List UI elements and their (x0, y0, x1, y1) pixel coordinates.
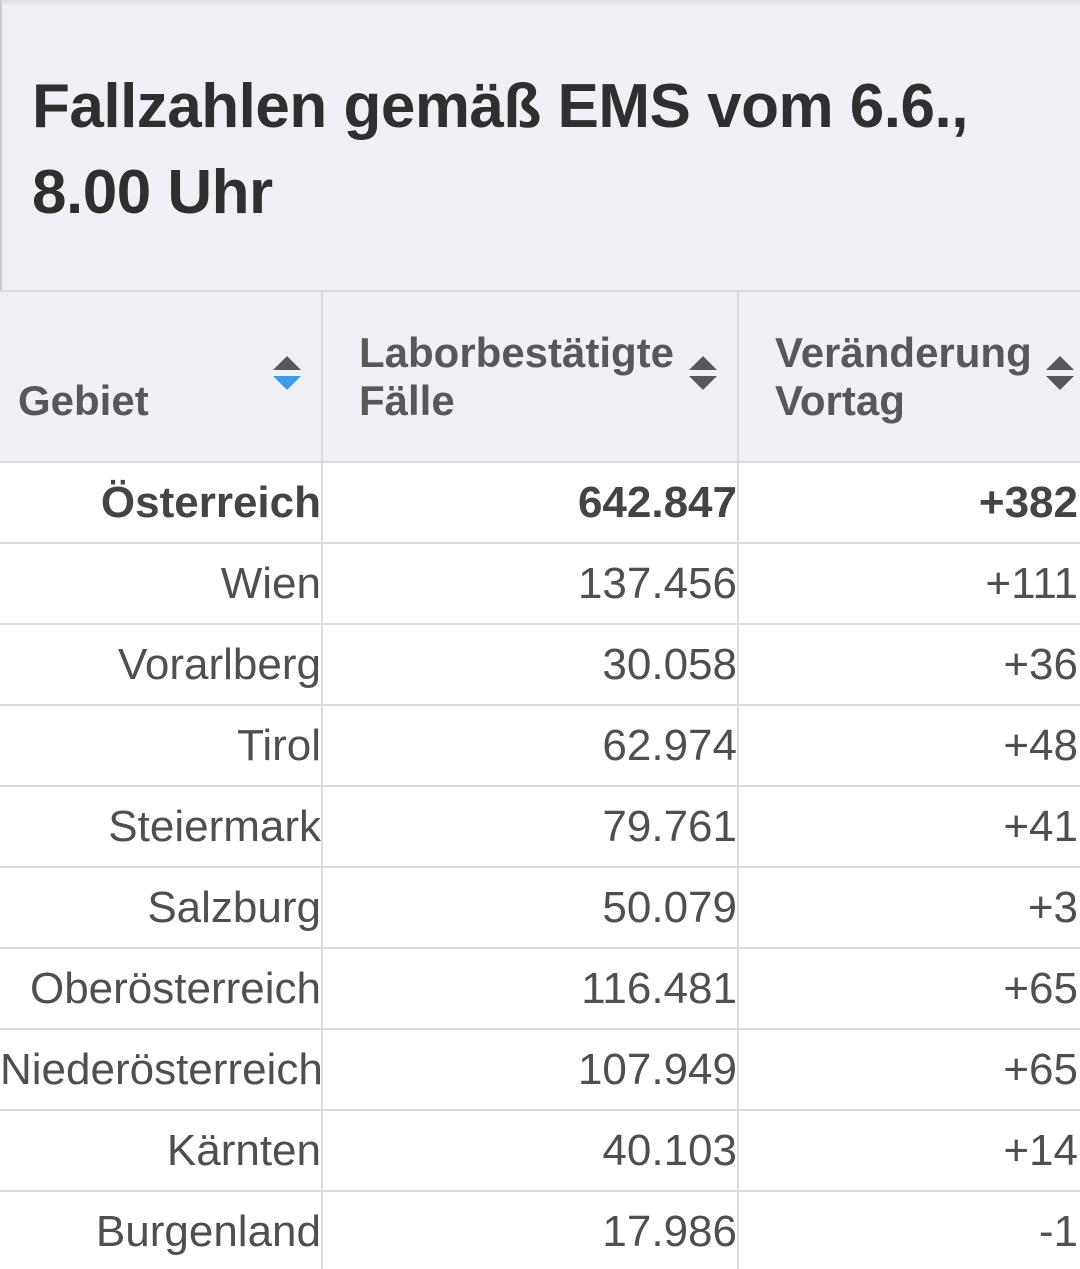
cell-veraenderung: +3 (737, 866, 1080, 949)
cell-gebiet: Wien (0, 542, 323, 625)
sort-down-arrow-icon (273, 376, 301, 390)
table-header-row: Gebiet Laborbestätigte Fälle (0, 290, 1080, 463)
cell-faelle: 107.949 (321, 1028, 739, 1111)
cell-veraenderung: +65 (737, 1028, 1080, 1111)
column-header-label-line1: Gebiet (18, 376, 149, 424)
cell-gebiet: Burgenland (0, 1190, 323, 1269)
column-header-gebiet[interactable]: Gebiet (0, 290, 323, 463)
cell-gebiet: Oberösterreich (0, 947, 323, 1030)
cell-veraenderung: +36 (737, 623, 1080, 706)
cell-gebiet: Kärnten (0, 1109, 323, 1192)
sort-up-arrow-icon (689, 356, 717, 370)
column-header-label-line2: Fälle (359, 376, 455, 424)
table-row: Steiermark 79.761 +41 (0, 785, 1080, 868)
cell-veraenderung: +65 (737, 947, 1080, 1030)
sort-down-arrow-icon (1046, 376, 1074, 390)
cell-gebiet: Österreich (0, 461, 323, 544)
cell-gebiet: Salzburg (0, 866, 323, 949)
table-row: Salzburg 50.079 +3 (0, 866, 1080, 949)
cell-faelle: 116.481 (321, 947, 739, 1030)
cell-faelle: 642.847 (321, 461, 739, 544)
table-row: Oberösterreich 116.481 +65 (0, 947, 1080, 1030)
cell-gebiet: Steiermark (0, 785, 323, 868)
cell-veraenderung: +48 (737, 704, 1080, 787)
column-header-label-line1: Veränderung (775, 328, 1032, 376)
table-row-total: Österreich 642.847 +382 (0, 461, 1080, 544)
sort-down-arrow-icon (689, 376, 717, 390)
sort-icon[interactable] (1044, 354, 1076, 392)
cell-faelle: 17.986 (321, 1190, 739, 1269)
cell-faelle: 50.079 (321, 866, 739, 949)
sort-up-arrow-icon (1046, 356, 1074, 370)
cell-gebiet: Niederösterreich (0, 1028, 323, 1111)
sort-icon[interactable] (687, 354, 719, 392)
cell-faelle: 137.456 (321, 542, 739, 625)
title-band: Fallzahlen gemäß EMS vom 6.6., 8.00 Uhr (0, 0, 1080, 290)
cell-veraenderung: -1 (737, 1190, 1080, 1269)
cell-veraenderung: +382 (737, 461, 1080, 544)
column-header-label-line2: Vortag (775, 376, 905, 424)
cell-faelle: 40.103 (321, 1109, 739, 1192)
cell-veraenderung: +111 (737, 542, 1080, 625)
column-header-label: Gebiet (0, 329, 321, 425)
sort-icon[interactable] (271, 354, 303, 392)
table-row: Tirol 62.974 +48 (0, 704, 1080, 787)
column-header-faelle[interactable]: Laborbestätigte Fälle (321, 290, 739, 463)
table-row: Niederösterreich 107.949 +65 (0, 1028, 1080, 1111)
cell-faelle: 79.761 (321, 785, 739, 868)
case-table: Gebiet Laborbestätigte Fälle (0, 290, 1080, 1269)
cell-gebiet: Vorarlberg (0, 623, 323, 706)
page-title: Fallzahlen gemäß EMS vom 6.6., 8.00 Uhr (32, 72, 968, 227)
sort-up-arrow-icon (273, 356, 301, 370)
cell-veraenderung: +41 (737, 785, 1080, 868)
cell-veraenderung: +14 (737, 1109, 1080, 1192)
cell-faelle: 62.974 (321, 704, 739, 787)
table-row: Wien 137.456 +111 (0, 542, 1080, 625)
cell-faelle: 30.058 (321, 623, 739, 706)
column-header-veraenderung[interactable]: Veränderung Vortag (737, 290, 1080, 463)
column-header-label-line1: Laborbestätigte (359, 328, 675, 376)
column-header-label: Laborbestätigte Fälle (323, 329, 737, 425)
table-row: Vorarlberg 30.058 +36 (0, 623, 1080, 706)
cell-gebiet: Tirol (0, 704, 323, 787)
column-header-label: Veränderung Vortag (739, 329, 1080, 425)
table-row: Burgenland 17.986 -1 (0, 1190, 1080, 1269)
table-row: Kärnten 40.103 +14 (0, 1109, 1080, 1192)
